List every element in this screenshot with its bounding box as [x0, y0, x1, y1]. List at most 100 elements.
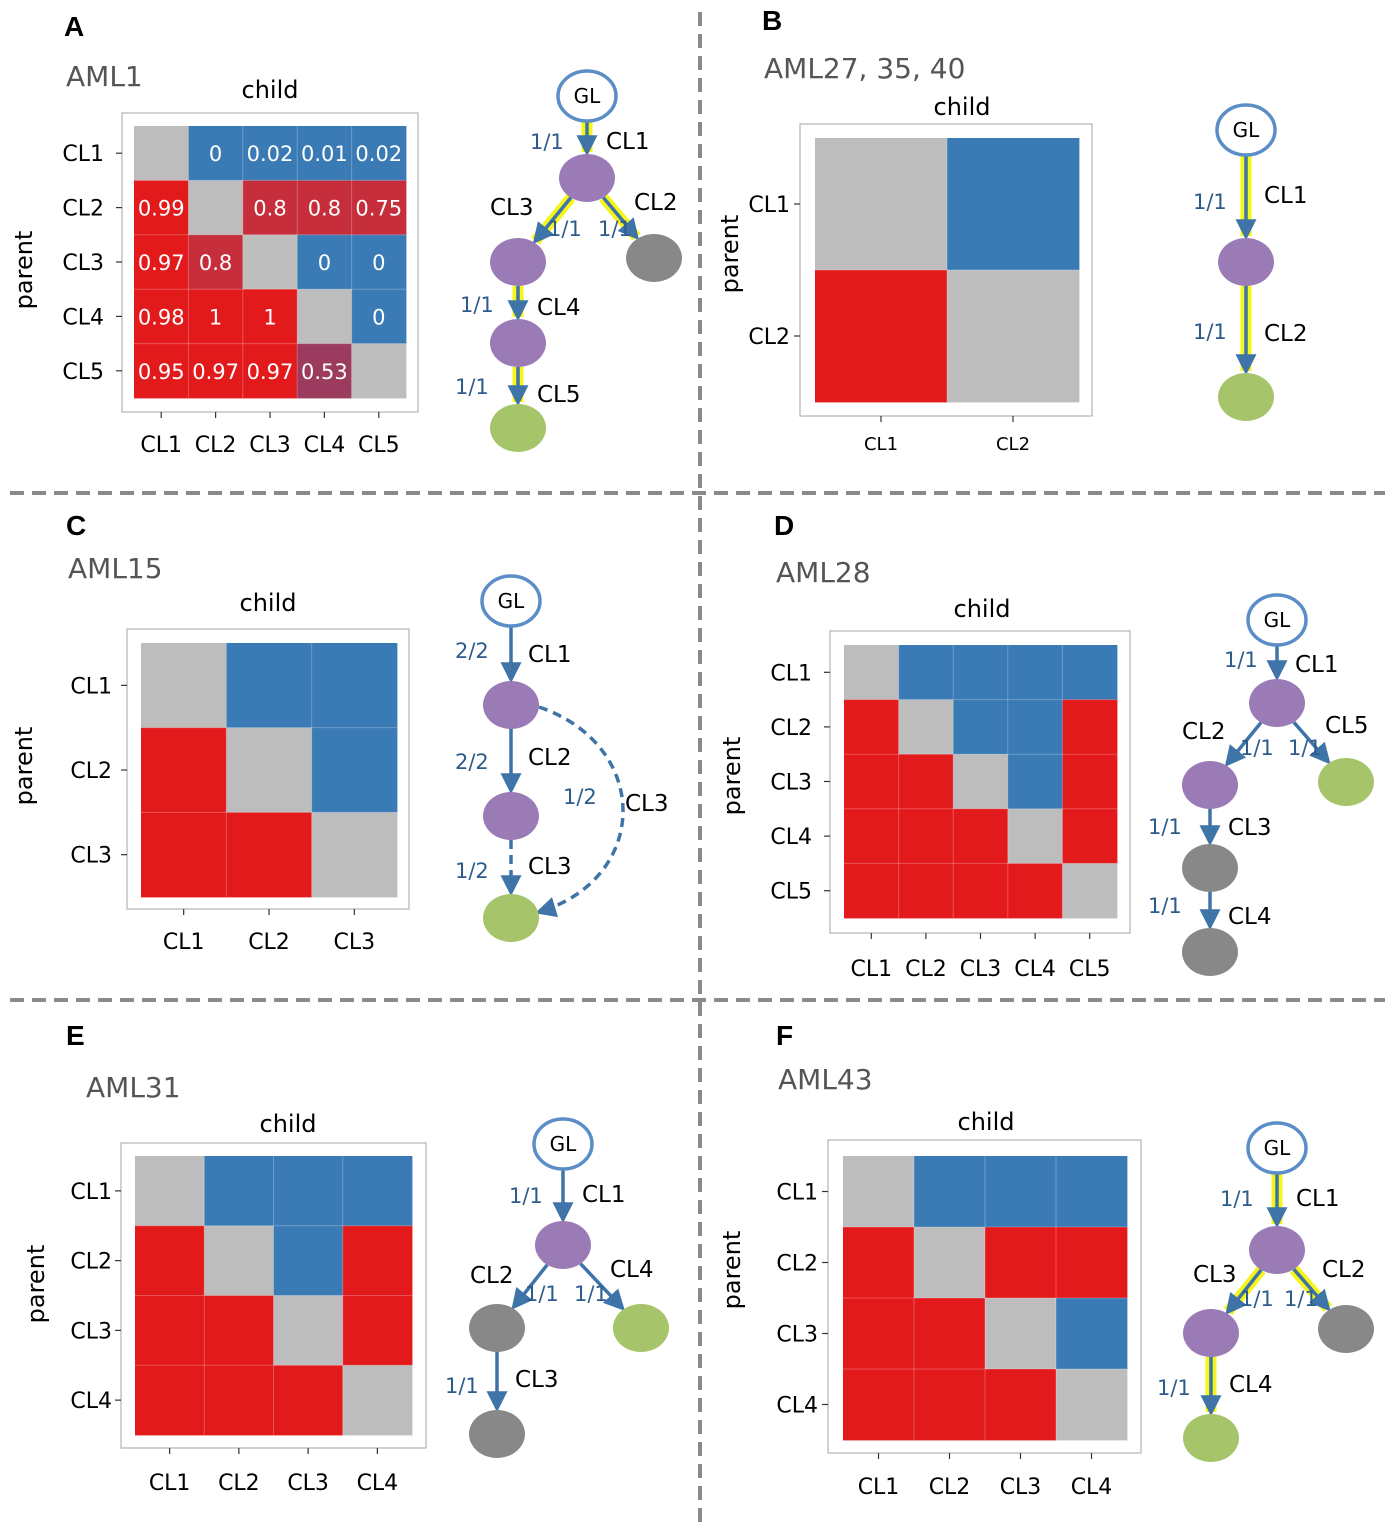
x-tick-label: CL1: [858, 1475, 900, 1500]
heatmap-cell: [947, 138, 1080, 271]
x-tick-label: CL4: [357, 1471, 399, 1496]
x-tick-label: CL2: [195, 433, 237, 458]
heatmap-cell: [351, 234, 407, 290]
tree-edge: [601, 196, 640, 241]
edge-fraction-label: 1/1: [445, 1374, 479, 1398]
x-axis-title: child: [242, 76, 299, 104]
clone-node-gray: [1318, 1305, 1374, 1353]
edge-clone-label: CL2: [1182, 719, 1226, 745]
edge-fraction-label: 1/2: [455, 859, 489, 883]
heatmap-cell: [351, 289, 407, 344]
x-tick-label: CL5: [358, 433, 400, 458]
clone-node-purple: [559, 154, 615, 202]
heatmap-cell: [351, 126, 407, 181]
heatmap-cell: [1056, 1227, 1128, 1299]
germline-node-label: GL: [498, 589, 525, 613]
y-tick-label: CL5: [770, 880, 812, 905]
heatmap-cell: [1056, 1369, 1128, 1441]
sample-name: AML43: [778, 1063, 873, 1096]
x-tick-label: CL2: [248, 930, 290, 955]
heatmap-cell: [204, 1365, 274, 1436]
heatmap-cell: [134, 343, 189, 399]
y-tick-label: CL2: [776, 1252, 818, 1277]
heatmap-cell: [844, 699, 899, 755]
edge-clone-label: CL1: [1296, 1186, 1340, 1212]
y-tick-label: CL1: [70, 1180, 112, 1205]
clone-node-purple: [1249, 1226, 1305, 1274]
heatmap-cell: [953, 699, 1009, 755]
clone-node-purple: [1218, 238, 1274, 286]
tree-edge: [534, 705, 625, 918]
tree-edge: [579, 1262, 625, 1311]
panel-letter: C: [66, 510, 86, 541]
edge-clone-label: CL1: [528, 642, 572, 668]
heatmap-cell: [273, 1156, 344, 1227]
edge-clone-label: CL3: [490, 195, 534, 221]
clone-tree: CL1 2/2 CL2 2/2 CL3 1/2 CL3 1/2 GL: [455, 574, 669, 942]
heatmap-cell: [351, 180, 407, 236]
heatmap-cell: [242, 289, 298, 344]
y-tick-label: CL2: [70, 759, 112, 784]
edge-clone-label: CL3: [515, 1367, 559, 1393]
x-tick-label: CL2: [218, 1471, 260, 1496]
cell-value-label: 0.97: [247, 360, 294, 384]
heatmap-cell: [297, 343, 352, 399]
heatmap-cell: [226, 727, 313, 813]
germline-node: [1246, 1121, 1308, 1175]
y-tick-label: CL3: [70, 1319, 112, 1344]
sample-name: AML1: [66, 60, 143, 93]
edge-fraction-label: 1/1: [460, 293, 494, 317]
sample-name: AML27, 35, 40: [764, 52, 965, 85]
clone-node-gray: [626, 234, 682, 282]
heatmap-cell: [1062, 754, 1118, 810]
y-tick-label: CL1: [770, 661, 812, 686]
clone-node-purple: [483, 681, 539, 729]
heatmap-cell: [297, 180, 352, 236]
x-tick-label: CL1: [850, 957, 892, 982]
edge-fraction-label: 1/1: [1288, 736, 1322, 760]
x-tick-label: CL1: [163, 930, 205, 955]
heatmap-cell: [226, 812, 313, 898]
tree-edge: [1292, 1268, 1331, 1312]
heatmap-cell: [985, 1227, 1057, 1299]
panel-letter: B: [762, 5, 782, 36]
heatmap-cell: [953, 754, 1009, 810]
clone-node-green: [1318, 758, 1374, 806]
clone-node-purple: [483, 792, 539, 840]
heatmap-cell: [898, 645, 954, 700]
x-tick-label: CL3: [334, 930, 376, 955]
heatmap-cell: [297, 289, 352, 344]
cell-value-label: 0.8: [308, 197, 341, 221]
y-tick-label: CL1: [70, 674, 112, 699]
edge-clone-label: CL5: [1325, 713, 1369, 739]
heatmap-cell: [351, 343, 407, 399]
heatmap-cell: [297, 234, 352, 290]
clone-node-purple: [490, 319, 546, 367]
y-axis-title: parent: [718, 737, 746, 816]
heatmap-cell: [953, 645, 1009, 700]
clone-node-purple: [490, 238, 546, 286]
edge-clone-label: CL2: [528, 745, 572, 771]
heatmap-cell: [985, 1156, 1057, 1228]
edge-clone-label: CL3: [1193, 1262, 1237, 1288]
clone-node-green: [613, 1304, 669, 1352]
heatmap-cell: [953, 863, 1009, 919]
edge-clone-label: CL4: [610, 1257, 654, 1283]
y-tick-label: CL1: [62, 142, 104, 167]
heatmap-cell: [1062, 808, 1118, 864]
heatmap-cell: [311, 727, 398, 813]
panel-d: D AML28 child parent CL1 CL2 CL3 CL4 CL5 CL1 CL2 CL…: [718, 510, 1374, 982]
edge-fraction-label: 1/1: [548, 217, 582, 241]
edge-clone-label: CL1: [606, 129, 650, 155]
heatmap-cell: [985, 1369, 1057, 1441]
germline-node: [480, 574, 542, 628]
heatmap-cell: [914, 1298, 986, 1370]
y-tick-label: CL4: [776, 1394, 818, 1419]
edge-fraction-label: 1/1: [455, 375, 489, 399]
heatmap-cell: [914, 1369, 986, 1441]
heatmap-cell: [342, 1225, 413, 1296]
heatmap-cell: [1007, 754, 1063, 810]
edge-fraction-label: 2/2: [455, 750, 489, 774]
edge-fraction-label: 1/1: [1157, 1376, 1191, 1400]
